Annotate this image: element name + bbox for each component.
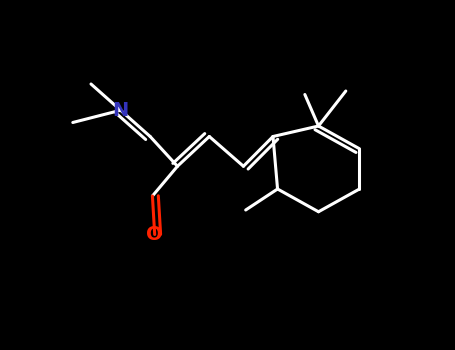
Text: O: O [147,225,163,244]
Text: N: N [112,101,129,120]
